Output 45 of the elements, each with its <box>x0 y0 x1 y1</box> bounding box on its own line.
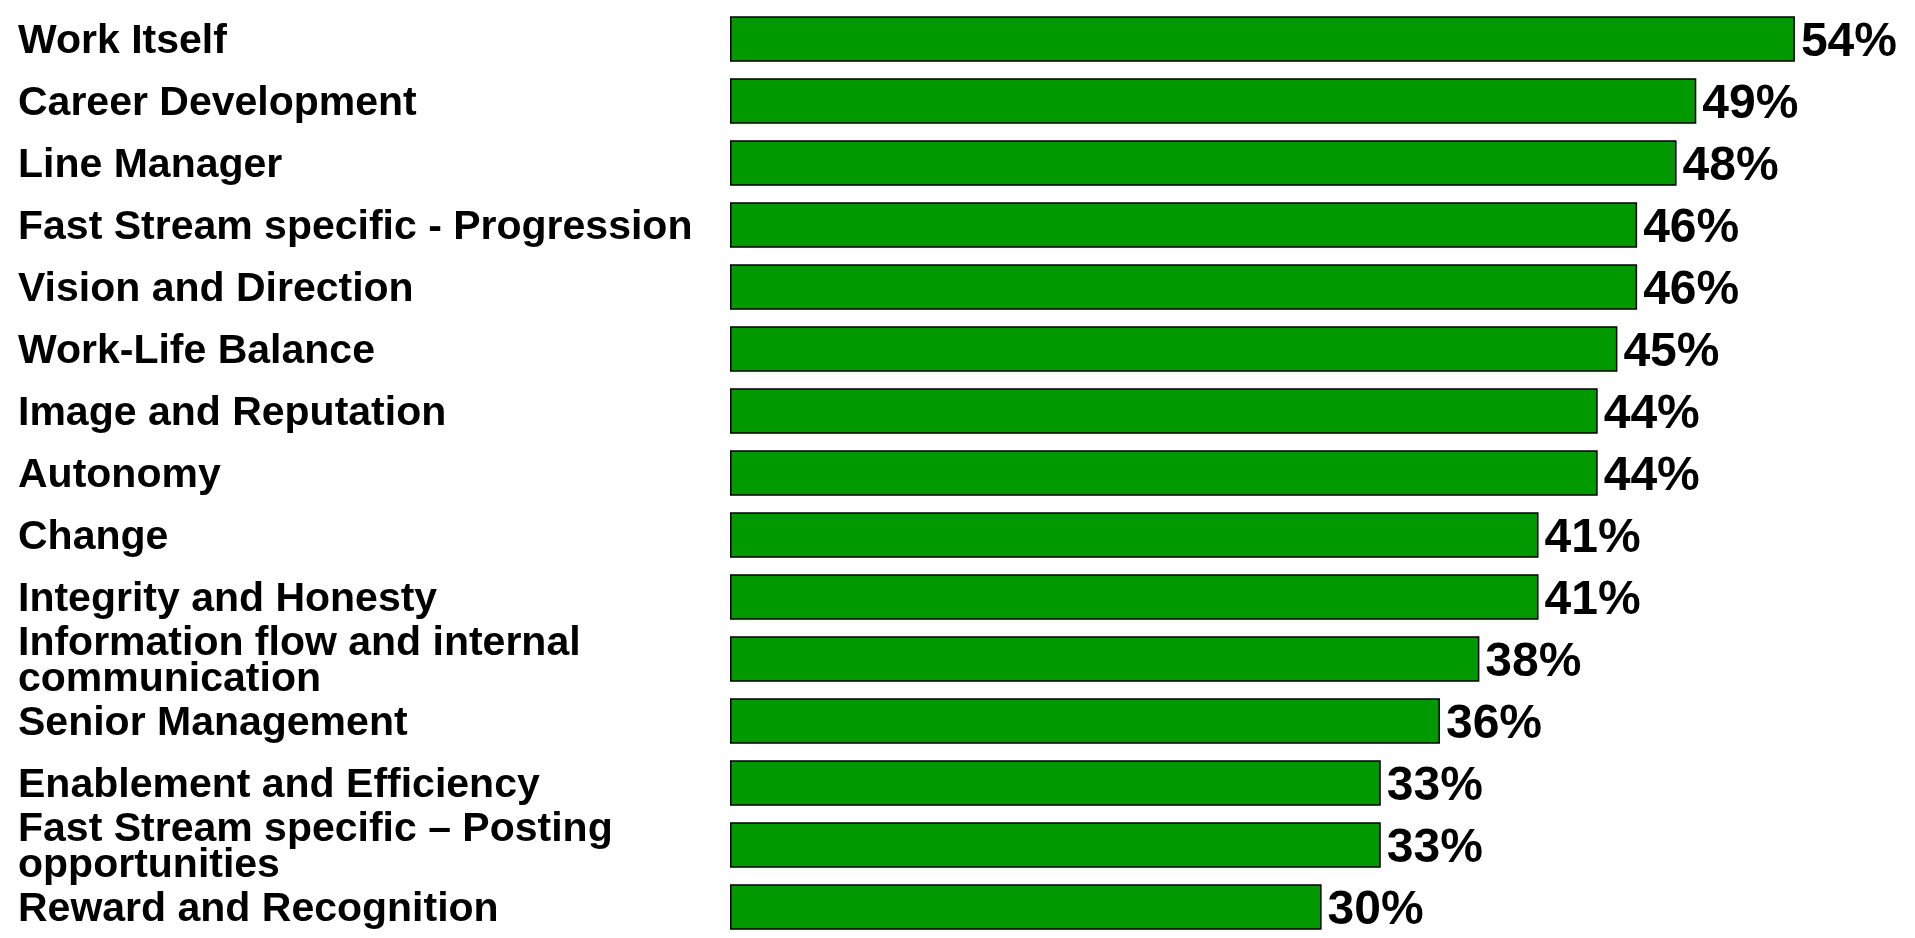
y-tick-label: Fast Stream specific – Posting opportunities <box>18 804 625 886</box>
y-tick-label: Reward and Recognition <box>18 884 499 930</box>
data-label: 54% <box>1800 12 1897 66</box>
bar <box>730 140 1677 186</box>
data-label: 41% <box>1544 508 1641 562</box>
y-tick-label: Senior Management <box>18 698 408 744</box>
y-tick-label: Vision and Direction <box>18 264 414 310</box>
y-tick-label: Line Manager <box>18 140 283 186</box>
y-tick-label: Change <box>18 512 169 558</box>
bar <box>730 884 1322 930</box>
bar <box>730 512 1539 558</box>
y-tick-label: Fast Stream specific - Progression <box>18 202 693 248</box>
data-label: 33% <box>1386 756 1483 810</box>
data-label: 36% <box>1445 694 1543 748</box>
data-label: 49% <box>1702 74 1799 128</box>
bar <box>730 822 1381 868</box>
data-label: 44% <box>1603 446 1700 500</box>
data-label: 46% <box>1643 260 1740 314</box>
y-tick-label: Work Itself <box>18 16 228 62</box>
data-label: 44% <box>1603 384 1700 438</box>
y-tick-label: Enablement and Efficiency <box>18 760 540 806</box>
y-tick-label: Information flow and internal communication <box>18 618 592 700</box>
data-label: 45% <box>1623 322 1720 376</box>
data-label: 41% <box>1544 570 1641 624</box>
y-tick-label: Image and Reputation <box>18 388 447 434</box>
bar <box>730 16 1795 62</box>
data-label: 48% <box>1682 136 1779 190</box>
bar <box>730 450 1598 496</box>
bar <box>730 388 1598 434</box>
y-tick-label: Work-Life Balance <box>18 326 375 372</box>
y-tick-label: Career Development <box>18 78 418 124</box>
bar <box>730 78 1697 124</box>
bar <box>730 202 1638 248</box>
data-label: 38% <box>1485 632 1582 686</box>
bar <box>730 264 1638 310</box>
data-label: 33% <box>1386 818 1483 872</box>
bar <box>730 574 1539 620</box>
bar <box>730 326 1618 372</box>
data-label: 30% <box>1327 880 1424 934</box>
bar <box>730 760 1381 806</box>
y-tick-label: Integrity and Honesty <box>18 574 438 620</box>
bar <box>730 698 1440 744</box>
data-label: 46% <box>1643 198 1740 252</box>
bar <box>730 636 1480 682</box>
y-tick-label: Autonomy <box>18 450 221 496</box>
